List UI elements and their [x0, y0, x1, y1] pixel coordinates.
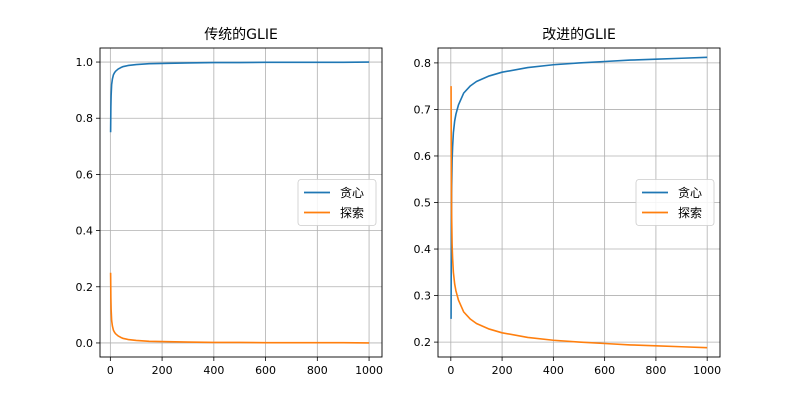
y-tick-label: 0.3 [414, 290, 432, 303]
legend-label-1: 贪心 [340, 185, 364, 200]
x-tick-label: 800 [645, 364, 666, 377]
chart-title: 传统的GLIE [204, 27, 278, 43]
x-tick-label: 1000 [355, 364, 383, 377]
x-tick-label: 600 [255, 364, 276, 377]
x-tick-label: 1000 [693, 364, 721, 377]
legend-box [635, 179, 715, 226]
series-line-2 [109, 272, 370, 344]
series-line-2 [450, 86, 708, 349]
legend-box [297, 179, 377, 226]
series-line-1 [450, 56, 708, 319]
y-tick-label: 0.5 [414, 197, 432, 210]
y-tick-label: 0.2 [414, 336, 432, 349]
chart-improved-glie: 0 200 400 600 800 1000 0.2 0.3 0.4 0.5 0.6 0.7 0.8 改进… [414, 27, 722, 377]
chart-title: 改进的GLIE [542, 27, 616, 43]
y-tick-label: 0.2 [76, 281, 94, 294]
y-tick-label: 0.0 [76, 337, 94, 350]
y-tick-label: 0.4 [414, 243, 432, 256]
y-tick-label: 1.0 [76, 56, 94, 69]
y-tick-label: 0.7 [414, 103, 432, 116]
x-tick-label: 200 [152, 364, 173, 377]
chart-traditional-glie: 0 200 400 600 800 1000 0.0 0.2 0.4 0.6 0.8 1.0 传统的GL… [76, 27, 384, 377]
y-tick-label: 0.4 [76, 225, 94, 238]
x-tick-label: 400 [543, 364, 564, 377]
x-tick-label: 400 [203, 364, 224, 377]
x-tick-label: 0 [447, 364, 454, 377]
x-tick-label: 0 [107, 364, 114, 377]
y-tick-label: 0.8 [414, 57, 432, 70]
series-line-1 [109, 61, 370, 133]
y-tick-label: 0.6 [414, 150, 432, 163]
legend-label-2: 探索 [678, 206, 702, 220]
x-tick-label: 200 [492, 364, 513, 377]
legend-label-2: 探索 [340, 206, 364, 220]
axes-frame [99, 47, 383, 358]
x-tick-label: 800 [307, 364, 328, 377]
x-tick-label: 600 [594, 364, 615, 377]
y-tick-label: 0.8 [76, 112, 94, 125]
y-tick-label: 0.6 [76, 168, 94, 181]
legend-label-1: 贪心 [678, 185, 702, 200]
